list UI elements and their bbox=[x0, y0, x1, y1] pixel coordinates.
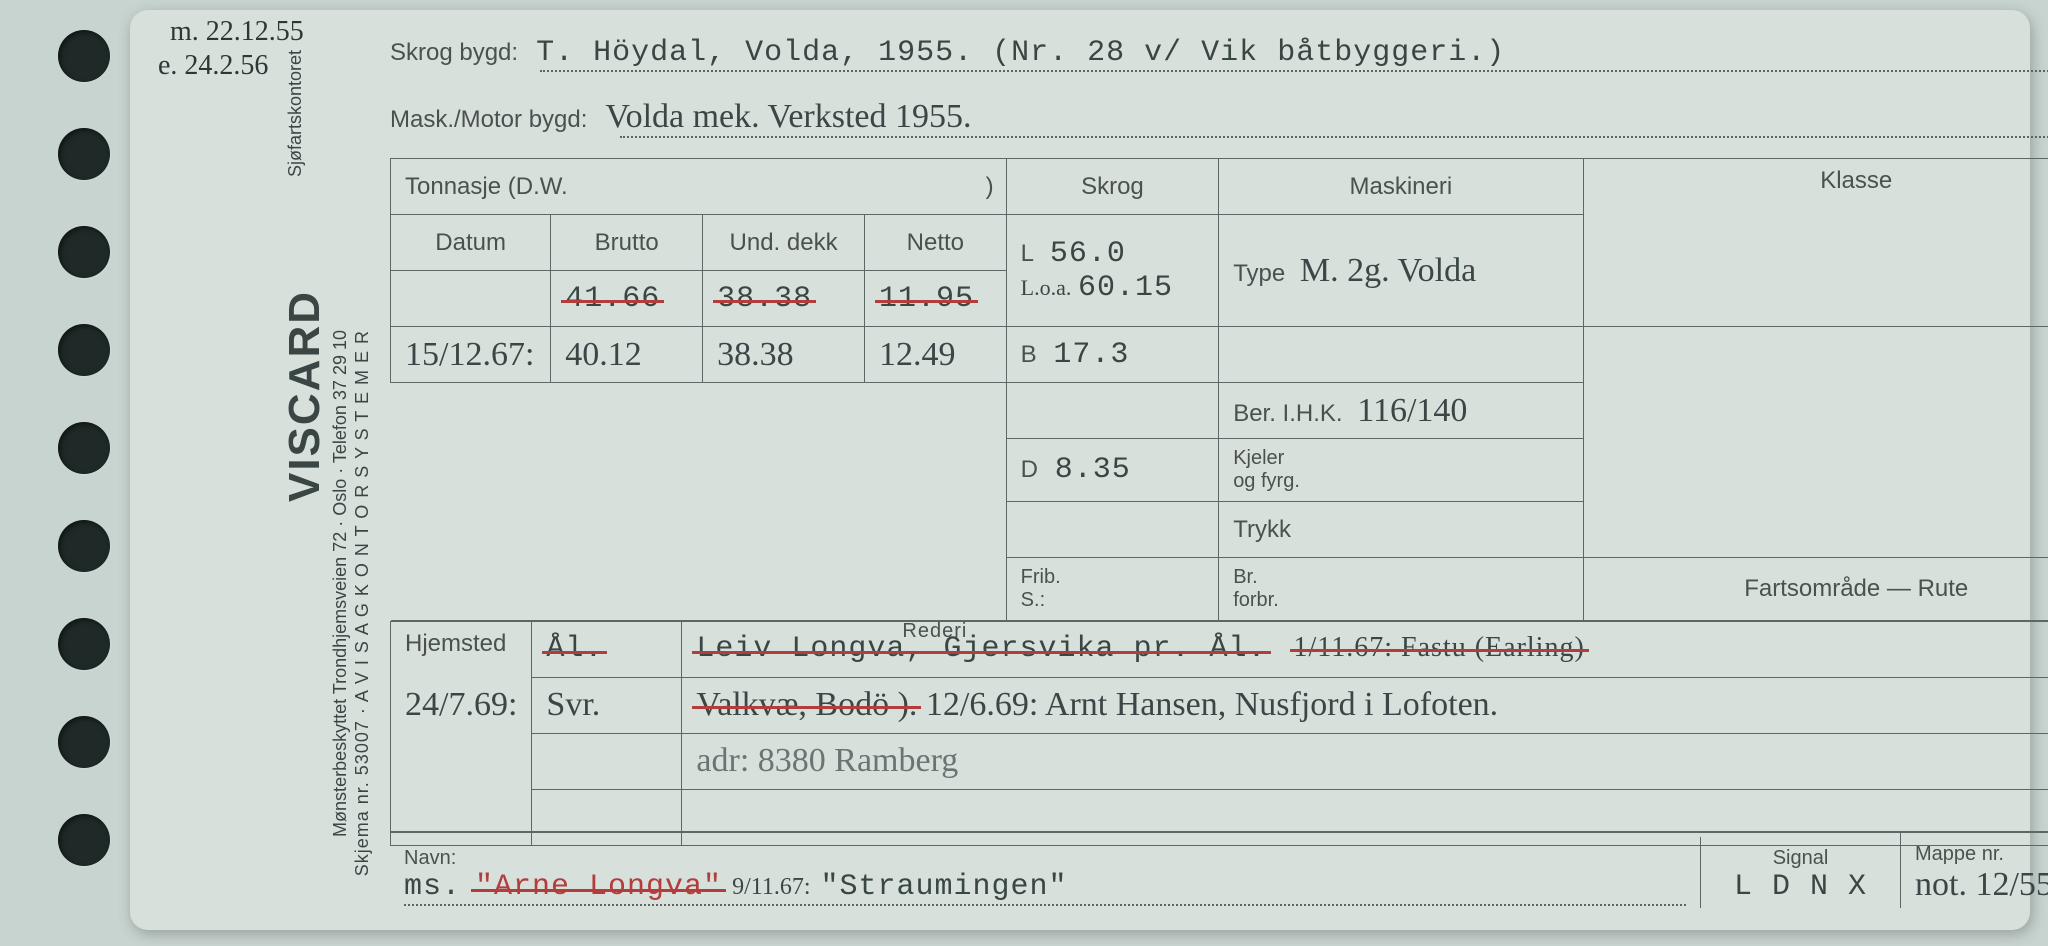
B-label: B bbox=[1021, 341, 1037, 368]
index-card: VISCARD Mønsterbeskyttet Trondhjemsveien… bbox=[130, 10, 2030, 930]
t-row1-datum bbox=[391, 271, 551, 327]
mask-bygd-value: Volda mek. Verksted 1955. bbox=[605, 98, 971, 135]
loa-label: L.o.a. bbox=[1021, 275, 1072, 300]
brand-logo: VISCARD bbox=[280, 290, 330, 502]
side-text-2: Skjema nr. 53007 · A V I S A G K O N T O… bbox=[352, 330, 373, 876]
ber-value: 116/140 bbox=[1357, 392, 1467, 429]
margin-note-2: e. 24.2.56 bbox=[158, 50, 268, 82]
side-text-3: Sjøfartskontoret bbox=[285, 50, 306, 177]
tonnasje-close: ) bbox=[986, 173, 994, 201]
col-und: Und. dekk bbox=[703, 215, 865, 271]
t-row2-brutto: 40.12 bbox=[551, 327, 703, 383]
hj-row3-rederi: adr: 8380 Ramberg bbox=[682, 733, 2048, 789]
col-netto: Netto bbox=[865, 215, 1007, 271]
new-name: "Straumingen" bbox=[821, 870, 1068, 904]
col-brutto: Brutto bbox=[551, 215, 703, 271]
hj-row2-extra: 12/6.69: Arnt Hansen, Nusfjord i Lofoten… bbox=[926, 686, 1498, 723]
klasse-col-label: Klasse bbox=[1583, 159, 2048, 327]
loa-value: 60.15 bbox=[1078, 271, 1173, 305]
skrog-bygd-value: T. Höydal, Volda, 1955. (Nr. 28 v/ Vik b… bbox=[536, 36, 1505, 70]
trykk-label: Trykk bbox=[1219, 502, 1583, 558]
L-value: 56.0 bbox=[1050, 237, 1126, 271]
old-name: "Arne Longva" bbox=[475, 870, 722, 904]
t-row2-und: 38.38 bbox=[703, 327, 865, 383]
D-label: D bbox=[1021, 456, 1038, 483]
side-text-1: Mønsterbeskyttet Trondhjemsveien 72 · Os… bbox=[330, 330, 351, 837]
B-value: 17.3 bbox=[1053, 338, 1129, 372]
t-row2-datum: 15/12.67: bbox=[391, 327, 551, 383]
t-row1-netto: 11.95 bbox=[879, 282, 974, 316]
mappe-value: not. 12/55 bbox=[1915, 866, 2048, 903]
skrog-bygd-label: Skrog bygd: bbox=[390, 39, 518, 66]
card-content: Skrog bygd: T. Höydal, Volda, 1955. (Nr.… bbox=[390, 28, 2048, 928]
signal-value: L D N X bbox=[1734, 870, 1867, 904]
hj-row1-rederi: Leiv Longva, Gjersvika pr. Ål. bbox=[696, 632, 1266, 666]
margin-note-1: m. 22.12.55 bbox=[170, 16, 304, 48]
kjeler-label: Kjeler og fyrg. bbox=[1219, 439, 1583, 502]
binder-holes bbox=[58, 30, 110, 866]
hj-row2-date: 24/7.69: bbox=[405, 686, 517, 723]
t-row1-und: 38.38 bbox=[717, 282, 812, 316]
t-row2-netto: 12.49 bbox=[865, 327, 1007, 383]
hj-row1-extra: 1/11.67: Fastu (Earling) bbox=[1294, 632, 1585, 663]
maskineri-col-label: Maskineri bbox=[1219, 159, 1583, 215]
D-value: 8.35 bbox=[1055, 453, 1131, 487]
hj-row1-port: Ål. bbox=[546, 632, 603, 666]
main-grid: Tonnasje (D.W. ) Skrog Maskineri Klasse … bbox=[390, 158, 2048, 718]
hj-row2-port: Svr. bbox=[532, 677, 682, 733]
mask-bygd-label: Mask./Motor bygd: bbox=[390, 106, 587, 133]
col-datum: Datum bbox=[391, 215, 551, 271]
t-row1-brutto: 41.66 bbox=[565, 282, 660, 316]
farts-label: Fartsområde — Rute bbox=[1583, 558, 2048, 621]
type-label: Type bbox=[1233, 260, 1285, 287]
hj-row2-rederi: Valkvæ, Bodö ). bbox=[696, 686, 917, 723]
ber-label: Ber. I.H.K. bbox=[1233, 400, 1342, 427]
navn-label: Navn: bbox=[404, 847, 456, 869]
skrog-col-label: Skrog bbox=[1006, 159, 1219, 215]
tonnasje-label: Tonnasje (D.W. bbox=[405, 173, 568, 200]
br-label: Br. forbr. bbox=[1219, 558, 1583, 621]
navn-prefix: ms. bbox=[404, 870, 461, 904]
name-date: 9/11.67: bbox=[732, 874, 810, 900]
hjemsted-label: Hjemsted bbox=[405, 630, 506, 657]
signal-label: Signal bbox=[1773, 847, 1829, 869]
L-label: L bbox=[1021, 240, 1033, 267]
frib-label: Frib. S.: bbox=[1006, 558, 1219, 621]
mappe-label: Mappe nr. bbox=[1915, 843, 2004, 865]
type-value: M. 2g. Volda bbox=[1300, 252, 1476, 289]
bottom-row: Navn: ms. "Arne Longva" 9/11.67: "Straum… bbox=[390, 831, 2048, 908]
